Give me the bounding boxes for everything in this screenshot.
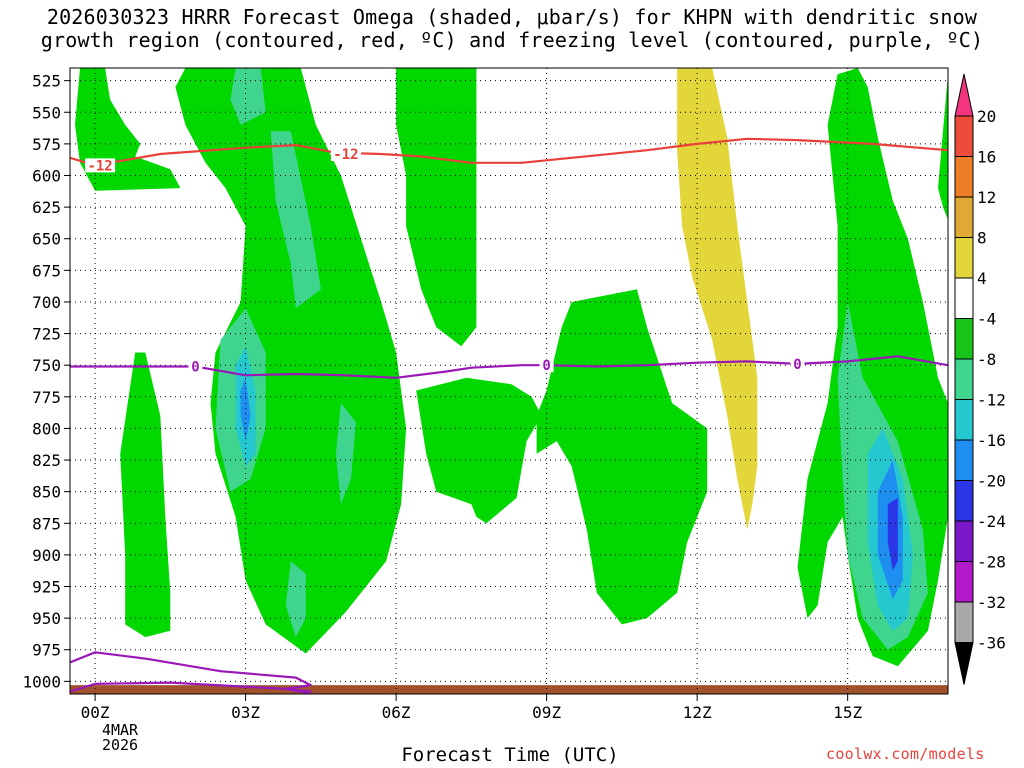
y-tick-label: 650: [32, 230, 61, 249]
colorbar-level-label: -12: [977, 391, 1006, 410]
freezing-level-contour-lower: [69, 651, 312, 694]
contour-label-bg: [790, 356, 805, 371]
y-tick-label: 850: [32, 483, 61, 502]
contour-label: 0: [793, 357, 801, 373]
y-tick-label: 525: [32, 72, 61, 91]
colorbar-segment: [954, 358, 974, 400]
omega-green-6: [536, 289, 708, 625]
y-tick-label: 875: [32, 514, 61, 533]
x-axis-label: Forecast Time (UTC): [401, 744, 619, 766]
colorbar-level-label: -28: [977, 553, 1006, 572]
x-tick-label: 12Z: [683, 703, 712, 722]
omega-colorbar: 20 16 12 8 4 -4 -8 -12 -16 -20 -24 -28 -32 -36: [954, 73, 1006, 685]
initial-date-label: 4MAR 2026: [70, 723, 170, 753]
chart-title-line2: growth region (contoured, red, ºC) and f…: [40, 28, 984, 52]
ground-fill: [70, 685, 948, 694]
chart-title-line1: 2026030323 HRRR Forecast Omega (shaded, …: [46, 5, 978, 29]
colorbar-level-label: -32: [977, 593, 1006, 612]
x-tick-label: 06Z: [382, 703, 411, 722]
x-tick-label: 03Z: [231, 703, 260, 722]
colorbar-level-label: 12: [977, 188, 996, 207]
x-tick-label: 09Z: [532, 703, 561, 722]
y-tick-label: 675: [32, 261, 61, 280]
colorbar-segment: [954, 601, 974, 643]
y-tick-label: 550: [32, 103, 61, 122]
chart-title: 2026030323 HRRR Forecast Omega (shaded, …: [0, 6, 1024, 52]
initial-date-day: 4MAR: [101, 721, 139, 739]
omega-shaded-regions: [75, 68, 948, 667]
y-tick-label: 625: [32, 198, 61, 217]
contour-label: 0: [191, 359, 199, 375]
omega-lime-2: [270, 131, 321, 309]
colorbar-segment: [954, 318, 974, 360]
ground-layer: [70, 685, 948, 694]
contour-label: -12: [333, 147, 358, 163]
omega-lime-1: [230, 68, 266, 125]
colorbar-level-label: 20: [977, 107, 996, 126]
omega-green-3: [396, 68, 477, 347]
colorbar-segment: [954, 439, 974, 481]
source-credit: coolwx.com/models: [826, 745, 985, 763]
omega-royal-1: [887, 498, 898, 571]
colorbar-segment: [954, 196, 974, 238]
contour-label-bg: [188, 359, 203, 374]
colorbar-level-label: -36: [977, 634, 1006, 653]
y-tick-label: 975: [32, 641, 61, 660]
colorbar-segment: [954, 115, 974, 157]
colorbar-level-label: 8: [977, 229, 987, 248]
x-tick-label: 15Z: [833, 703, 862, 722]
colorbar-segment: [954, 399, 974, 441]
colorbar-segment: [954, 480, 974, 522]
dendritic-snow-growth-contour: [69, 137, 949, 167]
y-tick-label: 750: [32, 356, 61, 375]
colorbar-level-label: -4: [977, 310, 996, 329]
contour-labels: -12 -12 0 0 0: [85, 146, 805, 375]
colorbar-level-label: -16: [977, 431, 1006, 450]
y-tick-label: 700: [32, 293, 61, 312]
y-tick-label: 725: [32, 325, 61, 344]
omega-blue-1: [240, 377, 251, 442]
omega-green-8: [938, 74, 948, 220]
y-axis-ticks: 525 550 575 600 625 650 675 700 725 750 775 800 825 8…: [22, 72, 70, 691]
omega-green-2: [175, 68, 407, 654]
initial-date-year: 2026: [101, 736, 139, 754]
y-tick-label: 575: [32, 135, 61, 154]
y-tick-label: 825: [32, 451, 61, 470]
y-tick-label: 900: [32, 546, 61, 565]
colorbar-segment: [954, 520, 974, 562]
y-tick-label: 1000: [22, 672, 61, 691]
colorbar-level-label: 4: [977, 269, 987, 288]
omega-green-4: [120, 352, 171, 638]
colorbar-segment: [954, 561, 974, 603]
colorbar-segment: [954, 237, 974, 279]
y-tick-label: 950: [32, 609, 61, 628]
contour-label: 0: [542, 358, 550, 374]
colorbar-top-arrow: [954, 73, 974, 117]
y-tick-label: 800: [32, 419, 61, 438]
contour-label-bg: [539, 358, 554, 373]
y-tick-label: 600: [32, 166, 61, 185]
colorbar-level-label: -24: [977, 512, 1006, 531]
y-tick-label: 925: [32, 578, 61, 597]
colorbar-level-label: 16: [977, 148, 996, 167]
colorbar-bottom-arrow: [954, 642, 974, 685]
colorbar-segment: [954, 156, 974, 198]
colorbar-segment: [954, 277, 974, 319]
contour-label-bg: [85, 158, 116, 173]
omega-green-5: [416, 377, 542, 524]
contour-label-bg: [330, 146, 361, 161]
x-tick-label: 00Z: [81, 703, 110, 722]
colorbar-level-label: -20: [977, 472, 1006, 491]
contour-label: -12: [87, 158, 112, 174]
colorbar-level-label: -8: [977, 350, 996, 369]
x-axis-ticks: 00Z 03Z 06Z 09Z 12Z 15Z: [81, 694, 862, 722]
y-tick-label: 775: [32, 388, 61, 407]
plot-frame: [69, 67, 949, 695]
